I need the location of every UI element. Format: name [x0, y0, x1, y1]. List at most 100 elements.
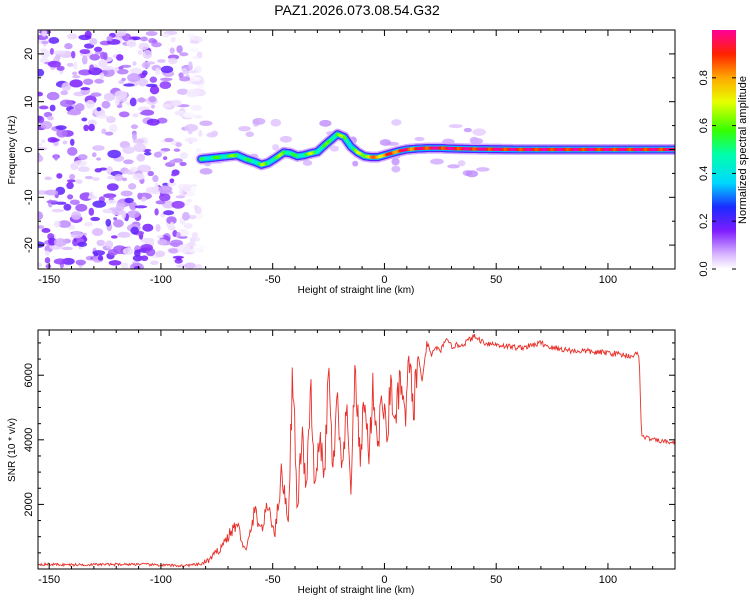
noise-blob: [64, 43, 73, 50]
noise-blob: [106, 183, 119, 191]
colorbar-ticks: 0.0 0.2 0.4 0.6 0.8: [698, 70, 736, 277]
noise-blob: [103, 92, 116, 102]
noise-blob: [132, 173, 145, 181]
noise-blob: [163, 210, 175, 216]
noise-blob: [41, 139, 46, 144]
noise-blob: [197, 84, 204, 89]
noise-blob: [107, 149, 122, 159]
noise-blob: [132, 113, 139, 118]
x-tick-label: -100: [150, 574, 172, 586]
noise-blob: [170, 173, 177, 177]
noise-blob: [44, 189, 59, 196]
snr-y-label: SNR (10 * v/v): [7, 418, 18, 482]
noise-blob: [109, 124, 118, 133]
noise-blob: [476, 167, 490, 172]
noise-blob: [91, 152, 97, 158]
y-tick-label: 4000: [23, 428, 35, 452]
snr-frame: [37, 329, 676, 570]
noise-blob: [72, 71, 78, 76]
noise-blob: [83, 124, 89, 132]
noise-blob: [129, 97, 137, 107]
noise-blob: [391, 157, 400, 166]
noise-blob: [132, 132, 137, 141]
y-tick-label: 6000: [23, 363, 35, 387]
colorbar-gradient: [712, 30, 736, 269]
y-tick-label: -20: [23, 237, 35, 253]
noise-blob: [53, 50, 67, 55]
noise-blob: [193, 114, 203, 119]
noise-blob: [59, 99, 73, 108]
noise-blob: [137, 50, 143, 55]
noise-blob: [145, 83, 158, 88]
snr-x-ticks: -150 -100 -50 0 50 100: [38, 330, 676, 586]
noise-blob: [38, 91, 43, 97]
noise-blob: [38, 105, 49, 110]
noise-blob: [104, 131, 114, 136]
noise-blob: [140, 255, 149, 262]
noise-blob: [129, 67, 143, 75]
noise-blob: [61, 82, 72, 91]
chart-title: PAZ1.2026.073.08.54.G32: [274, 2, 440, 18]
noise-blob: [56, 173, 63, 179]
noise-blob: [168, 248, 179, 254]
noise-blob: [130, 166, 138, 173]
noise-blob: [53, 238, 67, 247]
noise-blob: [90, 92, 102, 97]
noise-blob: [139, 111, 151, 116]
noise-blob: [113, 67, 119, 72]
x-tick-label: -50: [265, 574, 281, 586]
noise-blob: [150, 104, 156, 109]
noise-blob: [38, 154, 44, 163]
noise-blob: [131, 36, 141, 41]
noise-blob: [80, 87, 91, 91]
noise-blob: [99, 72, 105, 80]
noise-blob: [189, 237, 196, 244]
noise-blob: [116, 54, 124, 61]
noise-blob: [39, 57, 49, 63]
spectrogram-plot-area: [38, 30, 675, 269]
x-tick-label: 50: [490, 574, 502, 586]
noise-blob: [38, 142, 43, 147]
noise-blob: [57, 220, 71, 228]
noise-blob: [97, 255, 104, 261]
noise-blob: [133, 143, 147, 153]
noise-blob: [174, 110, 186, 116]
noise-blob: [175, 195, 186, 199]
noise-blob: [162, 103, 172, 109]
noise-blob: [38, 225, 45, 229]
noise-blob: [108, 260, 122, 266]
noise-blob: [136, 153, 146, 162]
spectrogram-y-label: Frequency (Hz): [7, 116, 18, 185]
noise-blob: [130, 226, 139, 235]
noise-blob: [50, 138, 60, 142]
noise-blob: [127, 183, 137, 190]
noise-blob: [178, 72, 184, 78]
noise-blob: [176, 264, 187, 268]
noise-blob: [182, 211, 190, 221]
noise-blob: [77, 241, 88, 247]
noise-blob: [38, 211, 44, 221]
noise-blob: [89, 37, 98, 45]
snr-panel: -150 -100 -50 0 50 100 2000 4000 6000 Height of…: [7, 329, 676, 596]
noise-blob: [41, 40, 49, 45]
noise-blob: [169, 178, 175, 184]
noise-blob: [66, 110, 81, 116]
noise-blob: [72, 75, 81, 79]
noise-blob: [132, 254, 143, 262]
noise-blob: [137, 78, 149, 87]
noise-blob: [83, 78, 94, 85]
noise-blob: [152, 175, 159, 183]
noise-blob: [113, 219, 124, 228]
noise-blob: [186, 199, 193, 203]
noise-blob: [166, 216, 177, 225]
noise-blob: [252, 117, 266, 125]
noise-blob: [199, 120, 213, 127]
noise-blob: [75, 259, 86, 266]
noise-blob: [66, 181, 74, 190]
noise-blob: [120, 262, 129, 269]
noise-blob: [104, 208, 113, 213]
noise-blob: [60, 90, 69, 96]
noise-blob: [192, 244, 203, 253]
noise-blob: [155, 67, 161, 76]
